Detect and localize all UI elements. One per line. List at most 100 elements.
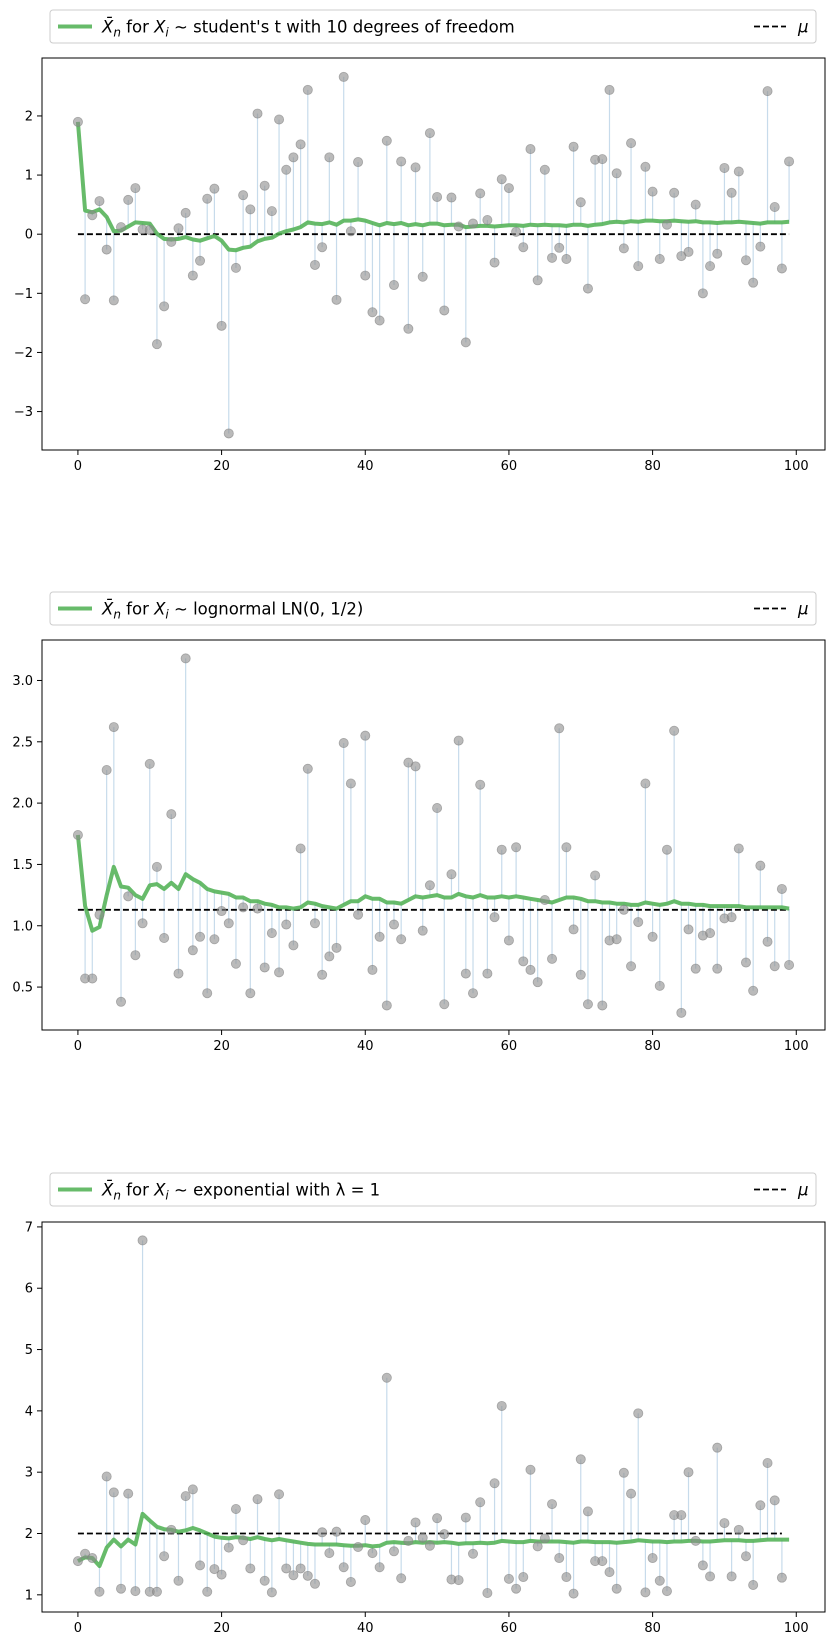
sample-point — [374, 315, 385, 326]
legend-frame — [49, 9, 817, 44]
sample-point — [532, 977, 543, 988]
sample-point — [496, 1400, 507, 1411]
sample-point — [647, 931, 658, 942]
sample-point — [575, 1454, 586, 1465]
sample-point — [511, 842, 522, 853]
sample-point — [331, 1526, 342, 1537]
sample-point — [353, 157, 364, 168]
sample-point — [101, 244, 112, 255]
y-tick-label: 1.5 — [12, 858, 33, 873]
sample-point — [705, 261, 716, 272]
legend-distribution: exponential with λ = 1 — [193, 1181, 380, 1200]
sample-point — [195, 1560, 206, 1571]
sample-point — [640, 161, 651, 172]
sample-point — [94, 1586, 105, 1597]
sample-point — [180, 207, 191, 218]
sample-point — [410, 1517, 421, 1528]
sample-point — [130, 1586, 141, 1597]
sample-point — [108, 295, 119, 306]
sample-point — [554, 723, 565, 734]
sample-point — [547, 252, 558, 263]
x-tick-label: 60 — [501, 1039, 518, 1054]
legend-sub-n: n — [113, 608, 121, 622]
sample-point — [525, 964, 536, 975]
sample-point — [302, 763, 313, 774]
sample-point — [381, 1372, 392, 1383]
sample-point — [252, 903, 263, 914]
sample-point — [223, 428, 234, 439]
legend-label-mu: μ — [797, 600, 809, 619]
sample-point — [345, 226, 356, 237]
sample-point — [776, 883, 787, 894]
sample-point — [683, 924, 694, 935]
sample-point — [511, 1583, 522, 1594]
sample-point — [173, 223, 184, 234]
sample-point — [266, 928, 277, 939]
sample-point — [245, 988, 256, 999]
sample-point — [762, 86, 773, 97]
running-mean-line — [75, 121, 790, 253]
sample-point — [331, 294, 342, 305]
sample-point — [245, 1563, 256, 1574]
sample-point — [374, 931, 385, 942]
sample-point — [417, 1532, 428, 1543]
sample-point — [712, 963, 723, 974]
sample-point — [202, 193, 213, 204]
sample-point — [159, 301, 170, 312]
sample-point — [453, 1575, 464, 1586]
sample-point — [123, 194, 134, 205]
sample-point — [439, 999, 450, 1010]
sample-point — [460, 968, 471, 979]
sample-point — [80, 294, 91, 305]
sample-point — [130, 950, 141, 961]
sample-point — [159, 1551, 170, 1562]
sample-point — [748, 985, 759, 996]
sample-point — [101, 1471, 112, 1482]
sample-point — [446, 869, 457, 880]
sample-point — [654, 1575, 665, 1586]
sample-point — [130, 183, 141, 194]
sample-point — [654, 254, 665, 265]
sample-point — [647, 1553, 658, 1564]
sample-point — [324, 1548, 335, 1559]
sample-point — [468, 988, 479, 999]
sample-point — [317, 969, 328, 980]
sample-point — [259, 962, 270, 973]
x-tick-label: 80 — [644, 1621, 661, 1632]
sample-point — [611, 934, 622, 945]
sample-point — [733, 1524, 744, 1535]
sample-point — [173, 968, 184, 979]
sample-point — [259, 180, 270, 191]
sample-point — [597, 154, 608, 165]
legend-sim: ∼ — [169, 18, 193, 37]
sample-point — [252, 108, 263, 119]
x-tick-label: 20 — [213, 459, 230, 474]
sample-point — [360, 730, 371, 741]
sample-point — [144, 225, 155, 236]
legend-sub-n: n — [113, 26, 121, 40]
sample-point — [683, 246, 694, 257]
sample-point — [503, 1573, 514, 1584]
sample-point — [618, 243, 629, 254]
sample-point — [202, 988, 213, 999]
axes-frame — [41, 639, 826, 1031]
sample-point — [360, 270, 371, 281]
legend-for: for — [121, 600, 154, 619]
sample-point — [87, 210, 98, 221]
sample-point — [719, 1518, 730, 1529]
sample-point — [302, 1570, 313, 1581]
sample-point — [784, 156, 795, 167]
sample-point — [712, 248, 723, 259]
legend-sub-n: n — [113, 1189, 121, 1203]
sample-point — [381, 1000, 392, 1011]
sample-point — [776, 1572, 787, 1583]
y-tick-label: 0 — [25, 228, 33, 243]
sample-point — [223, 918, 234, 929]
sample-point — [762, 936, 773, 947]
sample-point — [266, 1587, 277, 1598]
sample-point — [439, 1529, 450, 1540]
sample-point — [331, 942, 342, 953]
sample-point — [367, 1548, 378, 1559]
sample-point — [137, 918, 148, 929]
